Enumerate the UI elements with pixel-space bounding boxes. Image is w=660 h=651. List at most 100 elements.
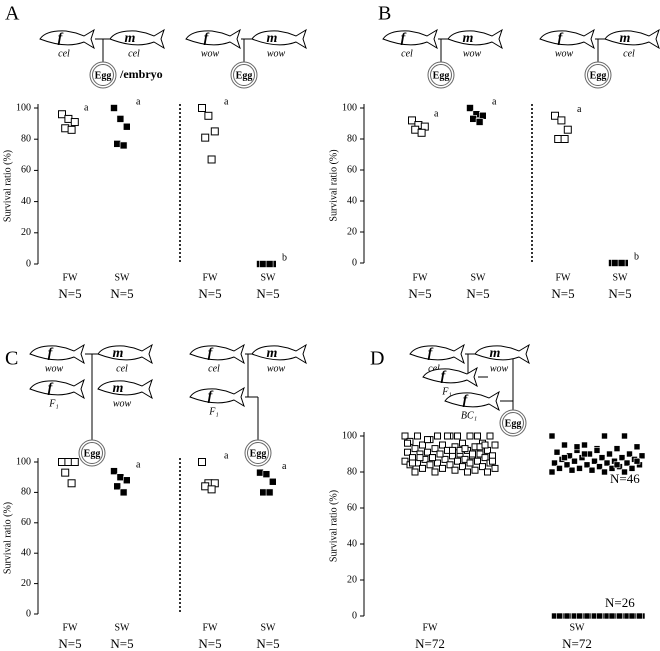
data-point xyxy=(556,465,563,472)
data-point xyxy=(623,459,631,467)
egg-inner xyxy=(430,64,452,86)
data-point xyxy=(583,612,591,620)
y-tick-label: 0 xyxy=(26,258,31,269)
fish xyxy=(251,28,307,50)
data-point xyxy=(561,454,568,461)
x-tick-label: FW xyxy=(413,272,429,283)
fish xyxy=(474,343,530,365)
data-point xyxy=(201,133,210,142)
data-point xyxy=(417,128,426,137)
fish-sex: f xyxy=(208,389,214,404)
significance-letter: a xyxy=(577,104,582,115)
data-point xyxy=(596,612,603,620)
fish-sex: m xyxy=(620,31,631,46)
data-point xyxy=(466,104,474,112)
data-point xyxy=(596,463,603,470)
data-point xyxy=(259,260,268,268)
data-point xyxy=(431,468,439,476)
data-point xyxy=(404,439,411,447)
fish-caption: F₁ xyxy=(441,386,452,397)
data-point xyxy=(414,432,421,440)
data-point xyxy=(606,450,613,458)
y-axis-title: Survival ratio (%) xyxy=(2,150,13,222)
data-point xyxy=(603,459,611,467)
egg-label: Egg xyxy=(505,418,522,429)
data-point xyxy=(633,443,641,451)
fish-caption: F₁ xyxy=(48,398,59,409)
y-tick-label: 60 xyxy=(21,517,31,528)
n-label: N=5 xyxy=(198,636,221,651)
x-tick-label: SW xyxy=(261,272,277,283)
data-point xyxy=(469,115,478,123)
fish-caption: F₁ xyxy=(208,406,219,417)
n-label: N=5 xyxy=(256,636,279,651)
data-point xyxy=(573,443,581,451)
x-tick-label: SW xyxy=(471,272,487,283)
data-point xyxy=(613,461,621,469)
fish xyxy=(422,366,478,388)
y-tick-label: 80 xyxy=(347,466,357,477)
data-point xyxy=(116,115,125,123)
data-point xyxy=(459,463,466,471)
fish-sex: f xyxy=(208,346,214,361)
fish xyxy=(382,28,438,50)
data-point xyxy=(408,116,416,125)
data-point xyxy=(616,612,623,620)
y-tick-label: 0 xyxy=(26,608,31,619)
y-tick-label: 60 xyxy=(347,502,357,513)
data-point xyxy=(588,466,596,474)
n-label: N=5 xyxy=(256,286,279,301)
egg-extra: /embryo xyxy=(119,67,163,81)
n-label: N=5 xyxy=(466,286,489,301)
egg-inner xyxy=(587,64,609,86)
egg-outer xyxy=(244,439,272,467)
data-point xyxy=(265,260,274,268)
fish xyxy=(447,28,503,50)
data-point xyxy=(198,458,206,466)
fish-caption: cel xyxy=(58,48,70,59)
x-tick-label: SW xyxy=(570,622,586,633)
fish-sex: f xyxy=(463,393,469,408)
data-point xyxy=(207,155,216,164)
data-point xyxy=(638,452,646,460)
egg-label: Egg xyxy=(95,70,112,81)
significance-letter: a xyxy=(224,96,229,107)
data-point xyxy=(551,459,558,467)
data-point xyxy=(204,111,213,120)
data-point xyxy=(113,140,121,148)
data-point xyxy=(67,125,76,134)
y-tick-label: 40 xyxy=(21,196,31,207)
egg-label: Egg xyxy=(236,70,253,81)
n-label: N=72 xyxy=(415,636,445,651)
data-point xyxy=(404,448,411,456)
data-point xyxy=(581,450,588,458)
data-point xyxy=(617,259,626,267)
x-tick-label: SW xyxy=(261,622,277,633)
n-label: N=5 xyxy=(198,286,221,301)
data-point xyxy=(67,479,76,488)
data-point xyxy=(591,457,598,465)
fish-caption: wow xyxy=(555,48,574,59)
y-tick-label: 20 xyxy=(21,227,31,238)
fish-caption: wow xyxy=(490,363,509,374)
y-axis-title: Survival ratio (%) xyxy=(2,502,13,574)
data-point xyxy=(439,441,446,449)
y-tick-label: 20 xyxy=(21,578,31,589)
egg-outer xyxy=(499,409,527,437)
fish-sex: f xyxy=(48,381,54,396)
n-label: N=5 xyxy=(58,636,81,651)
data-point xyxy=(434,459,441,467)
data-point xyxy=(576,612,583,620)
fish-sex: f xyxy=(58,31,64,46)
egg-outer xyxy=(584,61,612,89)
n-label: N=5 xyxy=(58,286,81,301)
x-tick-label: FW xyxy=(63,272,79,283)
egg-outer xyxy=(89,61,117,89)
fish xyxy=(109,28,165,50)
fish-caption: cel xyxy=(623,48,635,59)
fish xyxy=(29,378,85,400)
y-tick-label: 60 xyxy=(347,164,357,175)
data-point xyxy=(123,122,131,131)
data-point xyxy=(548,432,556,440)
